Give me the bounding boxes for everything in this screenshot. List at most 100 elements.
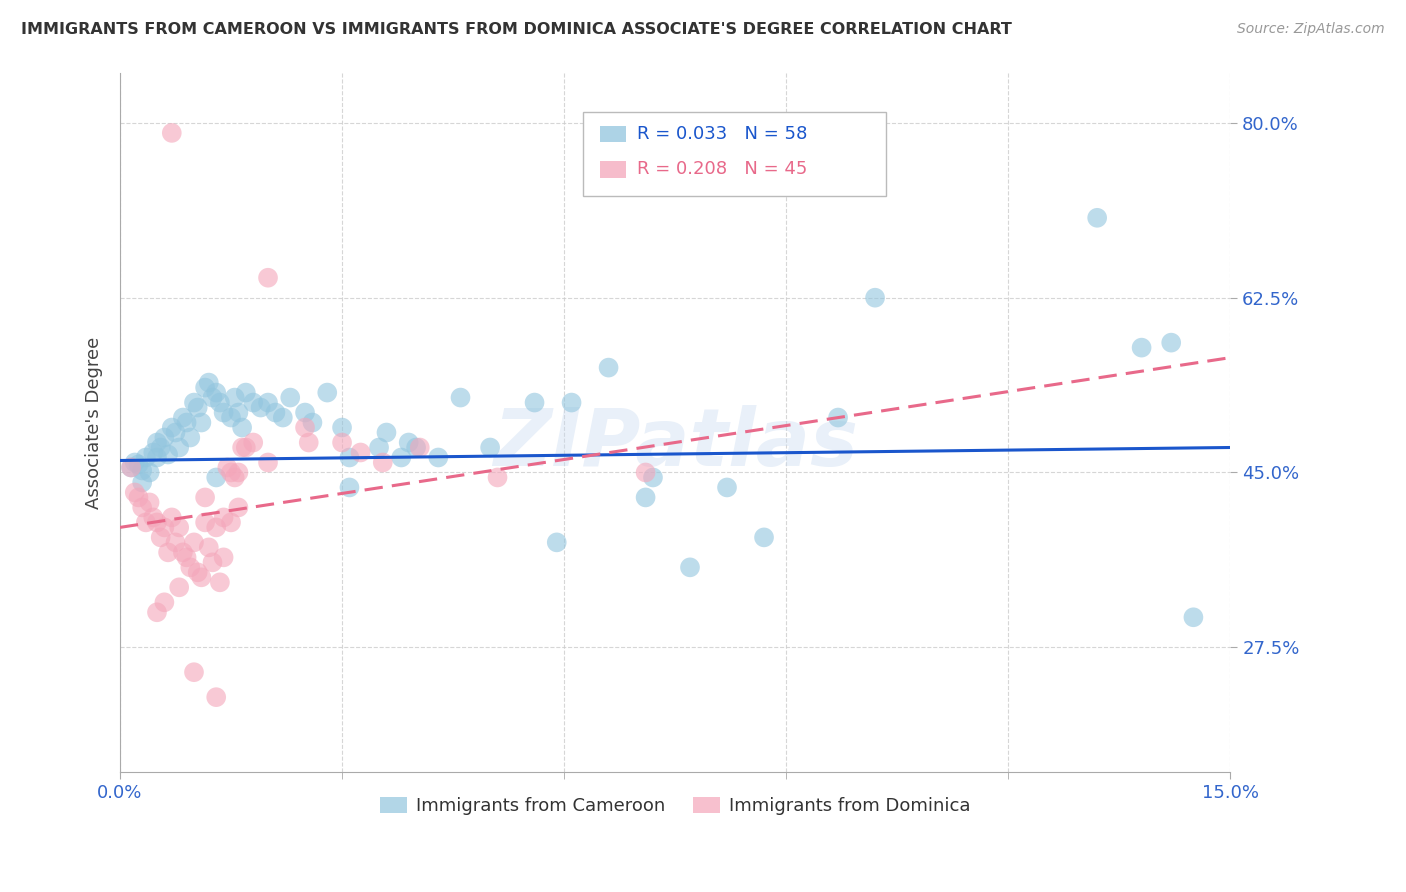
Point [349,445,371,459]
Point [634,491,657,505]
Point [679,560,702,574]
Legend: Immigrants from Cameroon, Immigrants from Dominica: Immigrants from Cameroon, Immigrants fro… [380,797,970,815]
Point [228,405,250,419]
Point [330,435,353,450]
Point [176,416,198,430]
Point [427,450,450,465]
Point [135,516,157,530]
Point [294,405,316,419]
Point [224,470,246,484]
Point [863,291,886,305]
Point [190,570,212,584]
Point [450,391,472,405]
Point [1182,610,1205,624]
Point [405,441,427,455]
Point [124,455,146,469]
Point [257,270,280,285]
Point [205,470,228,484]
Point [212,405,235,419]
Point [131,463,153,477]
Point [172,410,194,425]
Point [219,516,242,530]
Point [389,450,412,465]
Point [523,395,546,409]
Point [264,405,287,419]
Point [183,665,205,680]
Point [157,448,180,462]
Point [149,530,172,544]
Point [330,420,353,434]
Point [231,420,253,434]
Point [172,545,194,559]
Point [278,391,301,405]
Text: R = 0.033   N = 58: R = 0.033 N = 58 [637,125,807,143]
Point [138,495,160,509]
Point [153,430,176,444]
Point [231,441,253,455]
Point [131,475,153,490]
Point [149,441,172,455]
Point [176,550,198,565]
Point [153,595,176,609]
Point [217,460,239,475]
Point [235,441,257,455]
Point [120,460,142,475]
Point [190,416,212,430]
Point [212,510,235,524]
Point [201,555,224,569]
Point [146,435,169,450]
Point [1085,211,1108,225]
Point [219,466,242,480]
Point [201,391,224,405]
Point [167,520,190,534]
Point [224,391,246,405]
Point [127,458,149,472]
Point [146,450,169,465]
Point [409,441,432,455]
Point [127,491,149,505]
Point [212,550,235,565]
Point [235,385,257,400]
Text: Source: ZipAtlas.com: Source: ZipAtlas.com [1237,22,1385,37]
Point [752,530,775,544]
Point [142,445,165,459]
Point [301,416,323,430]
Point [316,385,339,400]
Point [208,395,231,409]
Point [146,516,169,530]
Point [205,520,228,534]
Point [242,395,264,409]
Point [561,395,583,409]
Point [242,435,264,450]
Point [339,450,361,465]
Point [716,480,738,494]
Point [167,441,190,455]
Text: ZIPatlas: ZIPatlas [492,404,858,483]
Point [271,410,294,425]
Text: R = 0.208   N = 45: R = 0.208 N = 45 [637,161,807,178]
Point [146,605,169,619]
Point [294,420,316,434]
Point [298,435,321,450]
Point [479,441,502,455]
Point [183,395,205,409]
Point [219,410,242,425]
Point [142,510,165,524]
Point [187,401,209,415]
Y-axis label: Associate's Degree: Associate's Degree [86,336,103,508]
Point [1160,335,1182,350]
Point [198,376,221,390]
Point [160,126,183,140]
Point [138,466,160,480]
Point [167,580,190,594]
Point [257,395,280,409]
Point [641,470,664,484]
Point [160,420,183,434]
Point [120,460,142,475]
Point [827,410,849,425]
Point [205,690,228,705]
Point [157,545,180,559]
Point [183,535,205,549]
Point [634,466,657,480]
Point [546,535,568,549]
